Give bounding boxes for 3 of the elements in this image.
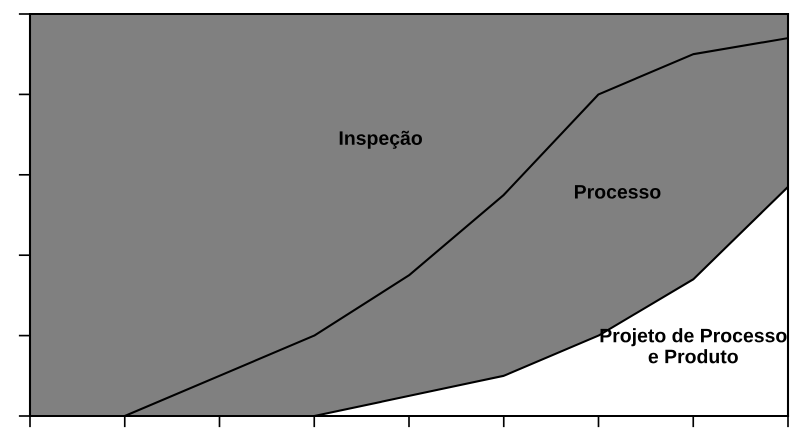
series-label: Projeto de Processo e Produto: [600, 328, 787, 364]
series-label: Processo: [574, 185, 660, 199]
series-label: Inspeção: [340, 130, 422, 149]
